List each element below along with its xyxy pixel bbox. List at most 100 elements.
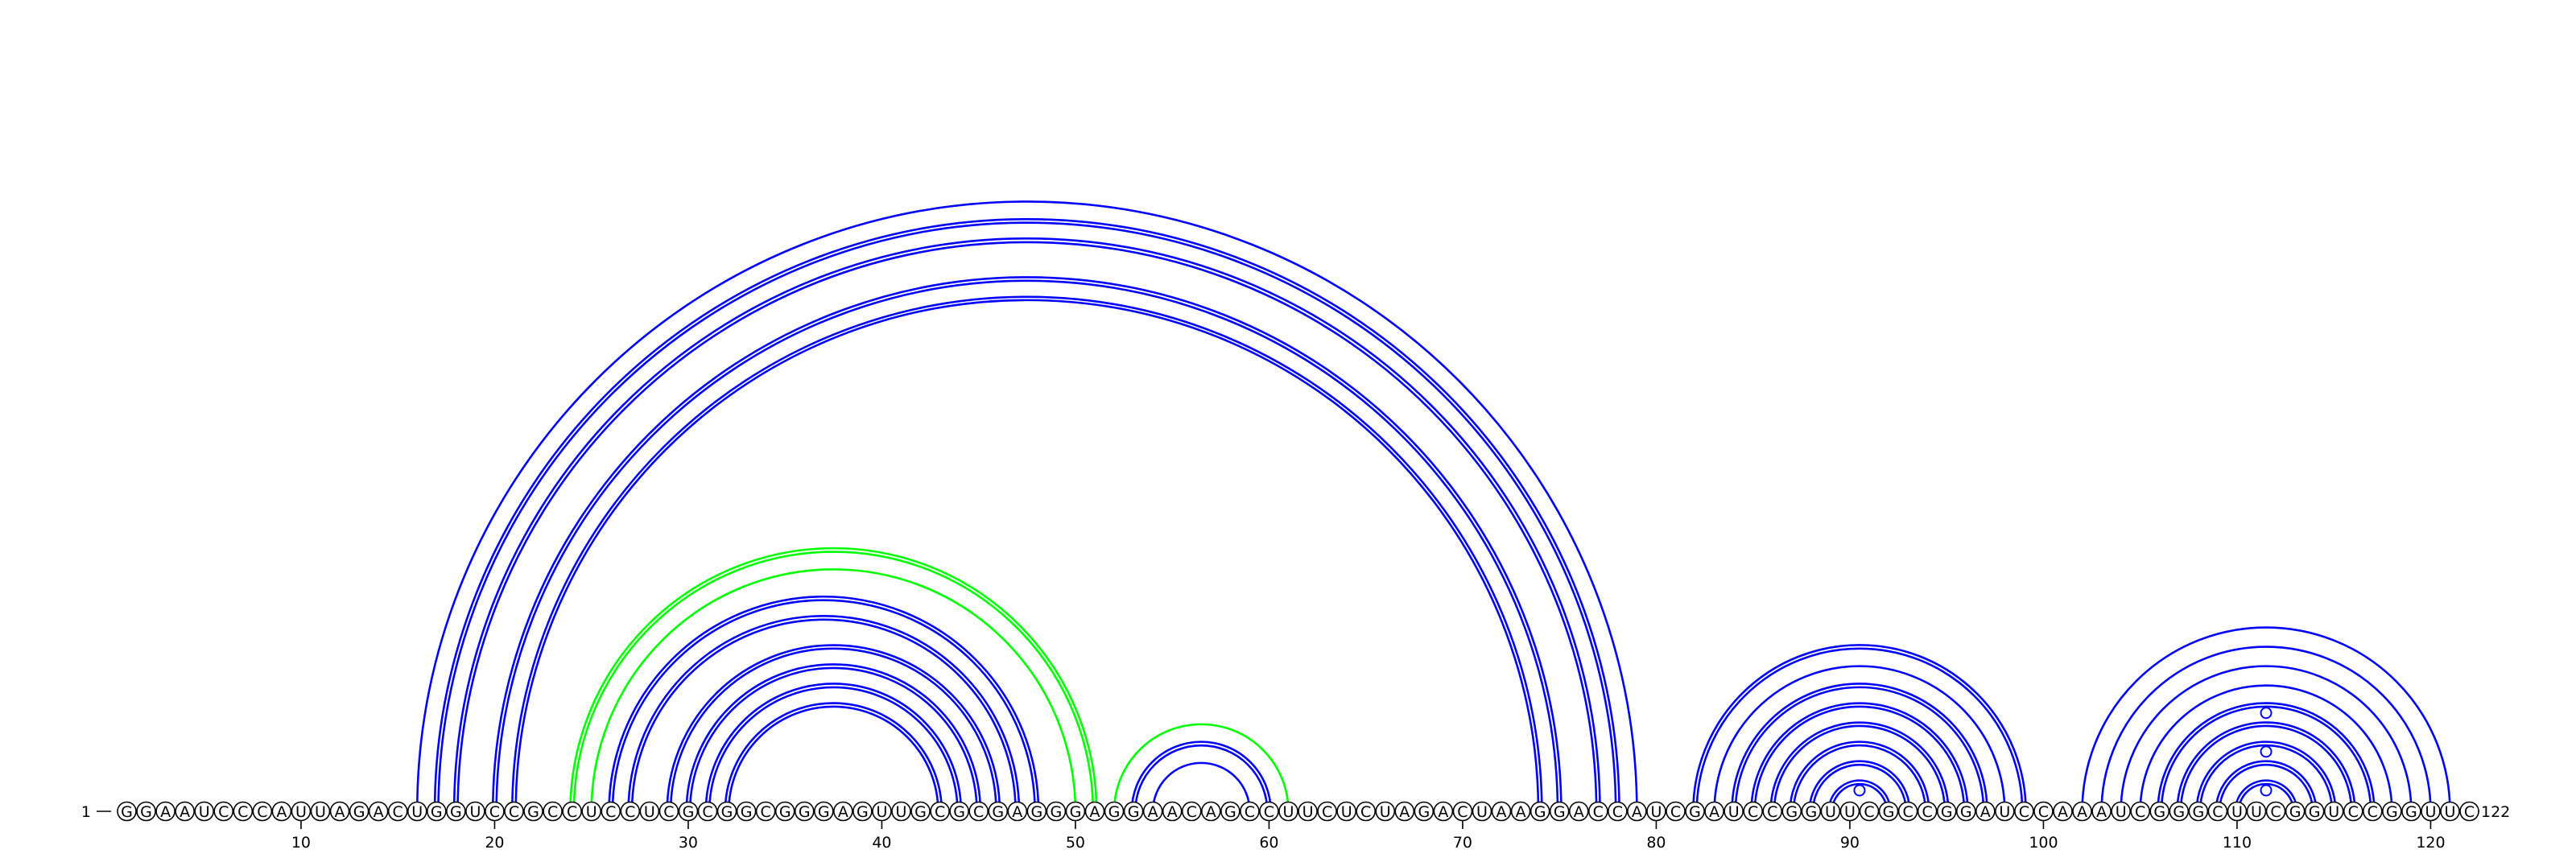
base-letter: C [237,803,248,821]
base-95: G [1936,801,1957,822]
base-letter: U [1302,803,1314,821]
base-37: G [813,801,834,822]
base-circle [1762,801,1783,822]
pair-arc-87-94-line2 [1792,744,1927,812]
pair-arc-87-94-line1 [1789,740,1930,812]
base-104: U [2111,801,2131,822]
base-letter: C [973,803,984,821]
base-114: G [2304,801,2325,822]
pair-arc-107-116-line1 [2176,721,2356,812]
pair-arc-85-96-line2 [1753,705,1966,812]
base-circle [930,801,950,822]
base-circle [1627,801,1647,822]
base-75: G [1549,801,1570,822]
loop-marker-1 [1853,784,1866,797]
base-15: C [387,801,408,822]
base-circle [736,801,757,822]
base-circle [1530,801,1550,822]
base-74: G [1530,801,1550,822]
base-circle [891,801,911,822]
ticks-layer: 10 20 30 40 50 60 70 80 90 100 110 120 [291,821,2446,852]
base-circle [2227,801,2248,822]
tick-label-70: 70 [1453,834,1472,852]
base-letter: C [1360,803,1371,821]
base-circle [1801,801,1822,822]
pair-arc-31-44-line1 [704,683,963,812]
base-letter: G [2309,803,2321,821]
base-letter: G [1941,803,1953,821]
base-90: U [1839,801,1860,822]
base-circle [2091,801,2112,822]
base-letter: C [547,803,558,821]
base-87: G [1781,801,1802,822]
base-101: A [2053,801,2073,822]
base-circle [1375,801,1396,822]
base-letter: U [315,803,326,821]
base-113: G [2285,801,2306,822]
base-circle [349,801,369,822]
base-43: C [930,801,950,822]
base-39: G [852,801,873,822]
base-16: U [407,801,427,822]
base-letter: U [2328,803,2339,821]
base-32: G [716,801,737,822]
base-letter: G [1785,803,1798,821]
base-circle [2053,801,2073,822]
base-letter: G [1108,803,1121,821]
base-38: A [833,801,853,822]
base-28: U [639,801,660,822]
tick-label-40: 40 [872,834,891,852]
base-circle [2111,801,2131,822]
pair-arc-107-116-line2 [2179,724,2353,812]
start-label: 1 [81,803,91,821]
base-letter: G [721,803,733,821]
base-circle [1240,801,1260,822]
base-circle [639,801,660,822]
pair-arc-29-46-line1 [666,644,1001,812]
base-71: U [1472,801,1492,822]
base-letter: C [393,803,403,821]
base-23: C [543,801,563,822]
base-52: G [1104,801,1125,822]
base-49: G [1046,801,1067,822]
tick-label-100: 100 [2029,834,2058,852]
pair-arc-18-77-line1 [452,237,1601,812]
base-letter: A [1399,803,1410,821]
base-circle [504,801,524,822]
base-circle [136,801,156,822]
arcs-layer [415,200,2451,812]
base-circle [543,801,563,822]
base-letter: C [625,803,635,821]
base-letter: C [2038,803,2049,821]
base-circle [155,801,175,822]
base-letter: C [1593,803,1604,821]
base-letter: C [2135,803,2145,821]
markers-layer [1853,707,2273,797]
base-58: G [1220,801,1241,822]
base-letter: C [1245,803,1255,821]
loop-marker-4 [2260,707,2273,720]
base-circle [2401,801,2421,822]
base-letter: A [1090,803,1100,821]
base-circle [678,801,699,822]
base-letter: U [1999,803,2010,821]
base-letter: G [799,803,811,821]
base-70: C [1452,801,1473,822]
base-letter: C [257,803,267,821]
pair-arc-84-97-line2 [1734,686,1985,812]
base-circle [1917,801,1938,822]
base-93: C [1897,801,1918,822]
base-80: U [1646,801,1666,822]
base-letter: C [218,803,229,821]
base-circle [755,801,776,822]
tick-label-110: 110 [2223,834,2252,852]
pair-arc-25-50 [590,568,1077,812]
base-102: A [2072,801,2092,822]
base-letter: G [818,803,830,821]
base-letter: G [683,803,695,821]
base-letter: G [2173,803,2185,821]
pair-arc-110-113-line2 [2237,782,2295,812]
base-letter: C [1748,803,1758,821]
base-circle [949,801,969,822]
base-letter: C [2348,803,2359,821]
